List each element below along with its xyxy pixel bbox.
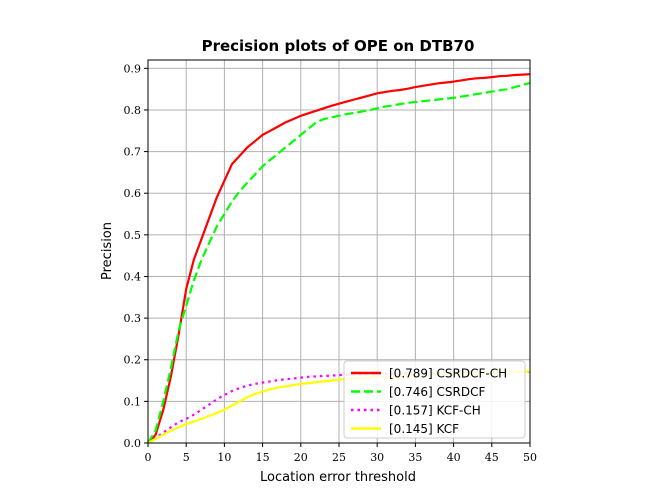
x-tick-label: 40 <box>447 451 461 464</box>
y-tick-label: 0.5 <box>124 229 142 242</box>
x-tick-label: 5 <box>183 451 190 464</box>
x-tick-label: 10 <box>217 451 231 464</box>
y-tick-label: 0.9 <box>124 62 142 75</box>
plot-frame <box>147 59 531 444</box>
series-line-0 <box>147 73 531 444</box>
y-tick-label: 0.6 <box>124 187 142 200</box>
x-tick-label: 35 <box>408 451 422 464</box>
series-line-1 <box>147 81 531 444</box>
x-tick-label: 25 <box>332 451 346 464</box>
y-tick-label: 0.1 <box>124 395 142 408</box>
y-tick-label: 0.7 <box>124 146 142 159</box>
legend-box <box>343 360 526 439</box>
y-tick-label: 0.8 <box>124 104 142 117</box>
x-tick-label: 30 <box>370 451 384 464</box>
x-tick-label: 50 <box>523 451 537 464</box>
x-tick-label: 45 <box>485 451 499 464</box>
y-axis-label: Precision <box>100 222 115 280</box>
y-tick-label: 0.2 <box>124 354 142 367</box>
x-axis-label: Location error threshold <box>260 470 416 485</box>
x-tick-label: 15 <box>256 451 270 464</box>
y-tick-label: 0.4 <box>124 270 142 283</box>
legend-label: [0.789] CSRDCF-CH <box>389 367 507 381</box>
x-axis-ticks: 0 5 10 15 20 25 30 35 40 45 50 <box>145 443 537 464</box>
legend-label: [0.157] KCF-CH <box>389 404 481 418</box>
series-line-2 <box>147 370 530 444</box>
legend-label: [0.746] CSRDCF <box>389 385 485 399</box>
chart-title: Precision plots of OPE on DTB70 <box>202 37 475 55</box>
y-axis-ticks: 0.0 0.1 0.2 0.3 0.4 0.5 0.6 0.7 0.8 0.9 <box>124 62 148 450</box>
x-tick-label: 0 <box>145 451 152 464</box>
y-tick-label: 0.0 <box>124 437 142 450</box>
legend-label: [0.145] KCF <box>389 422 459 436</box>
y-tick-label: 0.3 <box>124 312 142 325</box>
legend: [0.789] CSRDCF-CH [0.746] CSRDCF [0.157] K… <box>343 360 526 439</box>
x-tick-label: 20 <box>294 451 308 464</box>
